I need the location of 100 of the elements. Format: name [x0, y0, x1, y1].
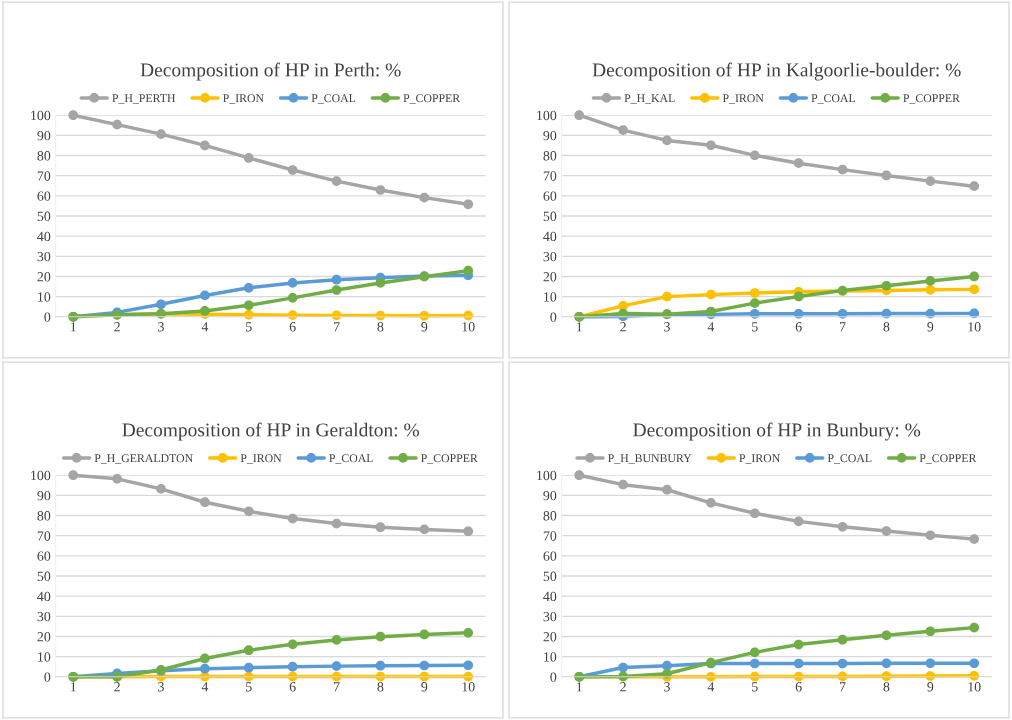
- point: [969, 658, 980, 669]
- point: [749, 508, 760, 519]
- point: [287, 292, 298, 303]
- x-tick-label: 9: [927, 682, 934, 692]
- y-tick-label: 0: [550, 312, 557, 322]
- point: [969, 534, 980, 544]
- y-tick-label: 40: [37, 231, 51, 242]
- y-tick-label: 60: [37, 551, 51, 561]
- chart-title: Decomposition of HP in Geraldton: %: [122, 422, 419, 441]
- point: [200, 653, 210, 664]
- point: [419, 524, 430, 535]
- point: [463, 199, 474, 210]
- y-tick-label: 60: [543, 191, 557, 201]
- point: [68, 110, 79, 121]
- point: [793, 658, 804, 669]
- x-tick-label: 3: [158, 682, 164, 692]
- point: [287, 278, 298, 288]
- y-tick-label: 30: [37, 611, 51, 622]
- x-tick-label: 6: [289, 322, 296, 332]
- point: [463, 526, 474, 537]
- legend-label: P_COAL: [827, 454, 872, 464]
- x-tick-label: 8: [883, 682, 890, 692]
- y-tick-label: 50: [37, 211, 51, 221]
- y-tick-label: 70: [37, 171, 51, 181]
- legend-label: P_H_GERALDTON: [94, 454, 193, 464]
- point: [837, 164, 848, 175]
- legend-label: P_IRON: [223, 94, 264, 104]
- point: [749, 298, 760, 308]
- x-tick-label: 9: [927, 322, 934, 332]
- point: [662, 291, 672, 302]
- y-tick-label: 10: [544, 652, 557, 662]
- y-tick-label: 20: [37, 632, 51, 642]
- point: [287, 661, 298, 672]
- point: [200, 290, 210, 301]
- point: [618, 479, 628, 490]
- y-tick-label: 40: [543, 231, 557, 242]
- x-tick-label: 10: [462, 322, 475, 332]
- x-tick-label: 8: [883, 322, 890, 332]
- legend-label: P_COPPER: [421, 454, 478, 464]
- y-tick-label: 60: [37, 191, 51, 201]
- y-tick-label: 20: [543, 632, 557, 642]
- legend-label: P_COPPER: [403, 94, 461, 104]
- point: [68, 470, 79, 481]
- x-tick-label: 4: [201, 682, 209, 692]
- y-tick-label: 70: [543, 531, 557, 541]
- y-tick-label: 30: [37, 251, 51, 262]
- x-tick-label: 10: [462, 682, 475, 692]
- point: [925, 284, 936, 295]
- x-tick-label: 10: [968, 682, 981, 692]
- x-tick-label: 5: [246, 682, 252, 692]
- point: [243, 662, 254, 673]
- y-tick-label: 90: [543, 130, 557, 141]
- point: [156, 129, 166, 140]
- point: [331, 518, 342, 529]
- y-tick-label: 80: [543, 511, 557, 521]
- x-tick-label: 9: [421, 322, 428, 332]
- point: [837, 634, 848, 645]
- y-tick-label: 100: [31, 110, 51, 121]
- y-tick-label: 50: [543, 211, 557, 221]
- point: [793, 158, 804, 169]
- point: [618, 662, 628, 673]
- point: [881, 280, 892, 291]
- point: [837, 658, 848, 669]
- x-tick-label: 4: [201, 322, 209, 332]
- point: [662, 135, 672, 146]
- point: [287, 165, 298, 175]
- point: [463, 265, 474, 276]
- x-tick-label: 4: [707, 682, 715, 692]
- point: [287, 639, 298, 650]
- point: [243, 645, 254, 656]
- x-tick-label: 2: [114, 322, 120, 332]
- point: [200, 663, 210, 674]
- point: [243, 153, 254, 163]
- point: [793, 639, 804, 650]
- y-tick-label: 100: [537, 470, 557, 481]
- chart-title: Decomposition of HP in Bunbury: %: [633, 422, 921, 441]
- y-tick-label: 20: [543, 272, 557, 282]
- point: [331, 176, 342, 186]
- y-tick-label: 90: [543, 490, 557, 501]
- y-tick-label: 10: [38, 652, 51, 662]
- legend-label: P_H_KAL: [624, 94, 675, 104]
- legend-label: P_COPPER: [903, 94, 960, 104]
- point: [156, 299, 166, 310]
- point: [331, 635, 342, 645]
- y-tick-label: 100: [31, 470, 51, 481]
- legend-label: P_IRON: [240, 454, 282, 464]
- x-tick-label: 5: [752, 322, 758, 332]
- y-tick-label: 80: [37, 511, 51, 521]
- point: [375, 631, 386, 642]
- x-tick-label: 1: [70, 682, 76, 692]
- y-tick-label: 90: [37, 490, 51, 501]
- legend-label: P_COAL: [811, 94, 855, 104]
- y-tick-label: 70: [37, 531, 51, 541]
- point: [706, 289, 716, 300]
- x-tick-label: 7: [839, 682, 846, 692]
- x-tick-label: 3: [664, 322, 670, 332]
- x-tick-label: 1: [576, 322, 582, 332]
- x-tick-label: 7: [333, 322, 340, 332]
- point: [881, 526, 892, 536]
- point: [837, 521, 848, 532]
